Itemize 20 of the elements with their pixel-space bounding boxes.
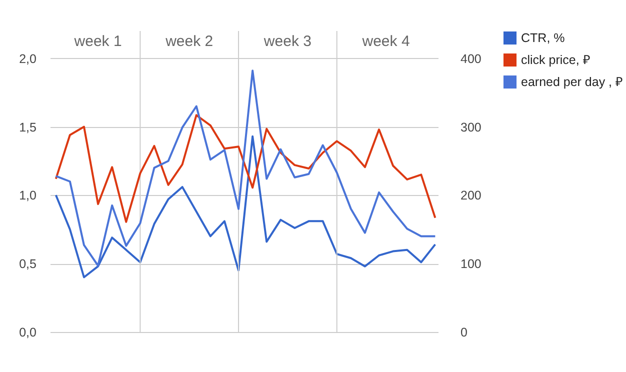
annotation: week 2 <box>164 33 214 50</box>
annotation: week 3 <box>262 33 312 50</box>
legend-label: earned per day , ₽ <box>521 75 623 89</box>
annotation: week 4 <box>361 33 410 50</box>
y2-tick-label: 400 <box>460 52 482 66</box>
y2-tick-label: 0 <box>460 326 468 340</box>
y-tick-label: 2,0 <box>19 52 37 66</box>
legend-label: click price, ₽ <box>521 53 590 67</box>
line-series <box>54 114 436 223</box>
line-series <box>54 135 436 278</box>
y-tick-label: 1,5 <box>19 120 37 134</box>
y2-tick-label: 200 <box>460 188 482 203</box>
y-tick-label: 0,5 <box>19 257 37 272</box>
y-tick-label: 1,0 <box>19 188 37 203</box>
line-series <box>54 70 436 267</box>
legend-label: CTR, % <box>521 31 565 45</box>
y2-tick-label: 100 <box>460 257 482 272</box>
y2-tick-label: 300 <box>460 120 482 134</box>
y-tick-label: 0,0 <box>19 326 37 340</box>
annotation: week 1 <box>73 33 122 50</box>
